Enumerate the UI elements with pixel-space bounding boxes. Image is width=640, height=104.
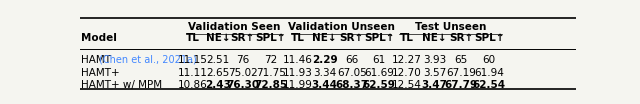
Text: 3.34: 3.34 bbox=[313, 67, 336, 78]
Text: TL: TL bbox=[291, 33, 305, 43]
Text: HAMT+: HAMT+ bbox=[81, 67, 120, 78]
Text: 61.94: 61.94 bbox=[474, 67, 504, 78]
Text: 2.29: 2.29 bbox=[312, 55, 337, 65]
Text: 68.37: 68.37 bbox=[335, 80, 369, 90]
Text: 12.27: 12.27 bbox=[392, 55, 421, 65]
Text: SPL↑: SPL↑ bbox=[256, 33, 286, 43]
Text: 61.69: 61.69 bbox=[364, 67, 394, 78]
Text: SR↑: SR↑ bbox=[340, 33, 364, 43]
Text: 60: 60 bbox=[483, 55, 496, 65]
Text: 3.47: 3.47 bbox=[422, 80, 447, 90]
Text: SPL↑: SPL↑ bbox=[364, 33, 394, 43]
Text: 11.15: 11.15 bbox=[178, 55, 208, 65]
Text: NE↓: NE↓ bbox=[312, 33, 337, 43]
Text: 67.05: 67.05 bbox=[337, 67, 367, 78]
Text: SR↑: SR↑ bbox=[449, 33, 473, 43]
Text: (Chen et al., 2021a): (Chen et al., 2021a) bbox=[99, 55, 197, 65]
Text: NE↓: NE↓ bbox=[205, 33, 230, 43]
Text: 2.65: 2.65 bbox=[206, 67, 230, 78]
Text: 11.11: 11.11 bbox=[178, 67, 208, 78]
Text: 11.99: 11.99 bbox=[284, 80, 313, 90]
Text: 3.93: 3.93 bbox=[423, 55, 446, 65]
Text: 2.51: 2.51 bbox=[206, 55, 230, 65]
Text: 76: 76 bbox=[236, 55, 250, 65]
Text: 66: 66 bbox=[345, 55, 358, 65]
Text: Model: Model bbox=[81, 33, 117, 43]
Text: 76.30: 76.30 bbox=[226, 80, 259, 90]
Text: 10.86: 10.86 bbox=[178, 80, 208, 90]
Text: 61: 61 bbox=[372, 55, 386, 65]
Text: SR↑: SR↑ bbox=[230, 33, 255, 43]
Text: TL: TL bbox=[186, 33, 200, 43]
Text: 67.79: 67.79 bbox=[444, 80, 477, 90]
Text: 11.46: 11.46 bbox=[284, 55, 313, 65]
Text: 3.44: 3.44 bbox=[312, 80, 337, 90]
Text: HAMT: HAMT bbox=[81, 55, 111, 65]
Text: 3.57: 3.57 bbox=[423, 67, 446, 78]
Text: Test Unseen: Test Unseen bbox=[415, 22, 486, 32]
Text: TL: TL bbox=[399, 33, 413, 43]
Text: 12.54: 12.54 bbox=[392, 80, 421, 90]
Text: 72: 72 bbox=[264, 55, 278, 65]
Text: Validation Unseen: Validation Unseen bbox=[288, 22, 395, 32]
Text: 2.43: 2.43 bbox=[205, 80, 231, 90]
Text: 72.85: 72.85 bbox=[254, 80, 287, 90]
Text: 11.93: 11.93 bbox=[284, 67, 313, 78]
Text: 75.02: 75.02 bbox=[228, 67, 257, 78]
Text: 62.54: 62.54 bbox=[472, 80, 506, 90]
Text: 71.75: 71.75 bbox=[256, 67, 286, 78]
Text: 62.59: 62.59 bbox=[363, 80, 396, 90]
Text: HAMT+ w/ MPM: HAMT+ w/ MPM bbox=[81, 80, 162, 90]
Text: SPL↑: SPL↑ bbox=[474, 33, 504, 43]
Text: 12.70: 12.70 bbox=[392, 67, 421, 78]
Text: NE↓: NE↓ bbox=[422, 33, 447, 43]
Text: Validation Seen: Validation Seen bbox=[188, 22, 281, 32]
Text: 67.19: 67.19 bbox=[446, 67, 476, 78]
Text: 65: 65 bbox=[454, 55, 468, 65]
